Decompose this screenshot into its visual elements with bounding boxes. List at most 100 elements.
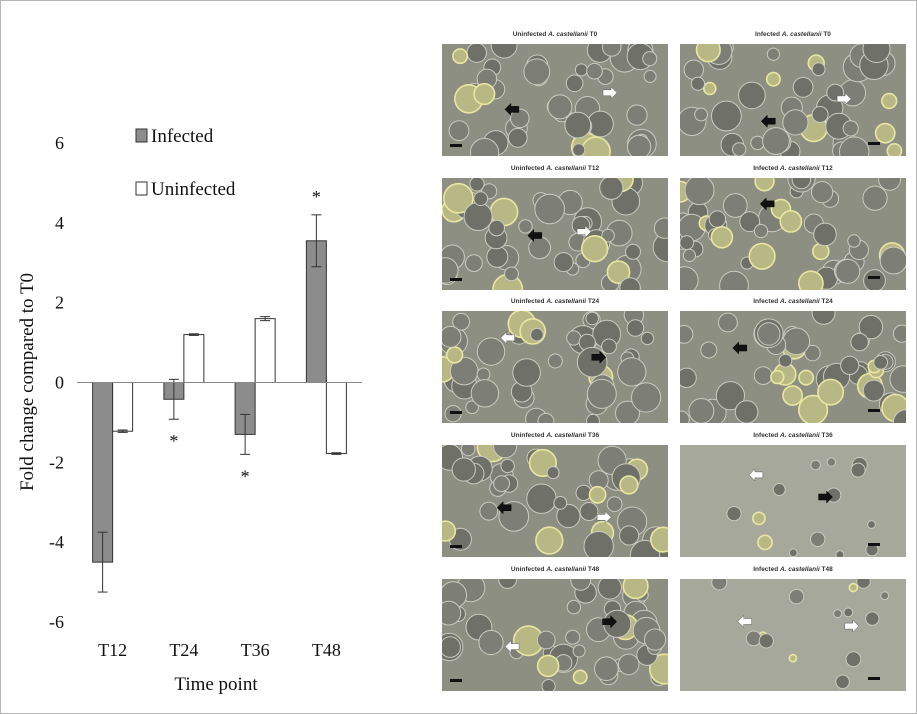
scale-bar — [868, 677, 880, 680]
micrograph-title-time: T12 — [819, 165, 833, 172]
micrograph-title-time: T48 — [819, 566, 833, 573]
micrograph-title-time: T24 — [819, 298, 833, 305]
micrograph-panel: Infected A. castellanii T24 — [678, 295, 908, 427]
micrograph-image-render — [442, 579, 668, 691]
micrograph-title-species: A. castellanii — [779, 165, 820, 172]
scale-bar — [450, 144, 462, 147]
micrograph-panel: Uninfected A. castellanii T48 — [440, 563, 670, 695]
bar-uninfected-T24 — [183, 334, 205, 384]
white-arrow-icon — [596, 510, 612, 524]
micrograph-title-prefix: Uninfected — [510, 566, 547, 573]
micrograph-panel: Uninfected A. castellanii T12 — [440, 162, 670, 294]
micrograph-title-prefix: Uninfected — [510, 165, 547, 172]
micrograph-title: Uninfected A. castellanii T36 — [440, 429, 670, 443]
y-tick-label: -2 — [49, 452, 64, 472]
micrograph-image — [442, 178, 668, 290]
micrograph-image — [680, 445, 906, 557]
micrograph-title-prefix: Infected — [755, 31, 782, 38]
black-arrow-icon — [591, 350, 607, 364]
x-tick-label: T36 — [241, 640, 270, 660]
black-arrow-icon — [759, 197, 775, 211]
y-tick-label: 0 — [55, 373, 64, 393]
micrograph-image — [680, 44, 906, 156]
micrograph-image-render — [442, 178, 668, 290]
y-tick-label: -6 — [49, 612, 64, 632]
scale-bar — [868, 142, 880, 145]
micrograph-title: Infected A. castellanii T0 — [678, 28, 908, 42]
black-arrow-icon — [732, 341, 748, 355]
micrograph-title-time: T48 — [586, 566, 600, 573]
bar-uninfected-T48 — [325, 382, 347, 455]
x-axis-title: Time point — [174, 674, 258, 695]
white-arrow-icon — [844, 619, 860, 633]
micrograph-title-species: A. castellanii — [546, 298, 587, 305]
micrograph-title: Uninfected A. castellanii T24 — [440, 295, 670, 309]
micrograph-panel: Infected A. castellanii T36 — [678, 429, 908, 561]
legend-label-infected: Infected — [151, 126, 214, 147]
micrograph-title: Uninfected A. castellanii T0 — [440, 28, 670, 42]
scale-bar — [450, 679, 462, 682]
white-arrow-icon — [602, 86, 618, 100]
scale-bar — [868, 276, 880, 279]
y-axis-ticks: -6 -4 -2 0 2 4 6 — [49, 133, 64, 632]
micrograph-title-species: A. castellanii — [779, 432, 820, 439]
black-arrow-icon — [527, 228, 543, 243]
micrograph-image — [680, 178, 906, 290]
legend: Infected Uninfected — [135, 126, 236, 200]
white-arrow-icon — [737, 614, 752, 629]
micrograph-panel: Uninfected A. castellanii T36 — [440, 429, 670, 561]
micrograph-title: Infected A. castellanii T12 — [678, 162, 908, 176]
micrograph-title: Uninfected A. castellanii T12 — [440, 162, 670, 176]
black-arrow-icon — [818, 490, 833, 504]
micrograph-title-species: A. castellanii — [546, 566, 587, 573]
bar-chart: -6 -4 -2 0 2 4 6 * * * T12 T24 T36 T48 Infected Unin… — [17, 126, 362, 695]
legend-label-uninfected: Uninfected — [151, 179, 236, 200]
micrograph-image-render — [442, 44, 668, 156]
scale-bar — [450, 278, 462, 281]
micrograph-title-time: T0 — [821, 31, 831, 38]
micrograph-panel: Uninfected A. castellanii T0 — [440, 28, 670, 160]
micrograph-image — [680, 579, 906, 691]
micrograph-image-render — [442, 445, 668, 557]
micrograph-grid: Uninfected A. castellanii T0 Infected A. … — [440, 28, 912, 698]
x-tick-label: T48 — [312, 640, 341, 660]
bar-uninfected-T12 — [112, 382, 134, 432]
micrograph-image — [680, 311, 906, 423]
black-arrow-icon — [496, 501, 512, 515]
bars: * * * — [92, 187, 347, 593]
micrograph-image-render — [680, 178, 906, 290]
micrograph-title-species: A. castellanii — [546, 432, 587, 439]
micrograph-image-render — [680, 311, 906, 423]
y-tick-label: -4 — [49, 532, 64, 552]
micrograph-title-species: A. castellanii — [781, 31, 822, 38]
micrograph-image — [442, 579, 668, 691]
micrograph-panel: Infected A. castellanii T48 — [678, 563, 908, 695]
micrograph-image — [442, 445, 668, 557]
y-tick-label: 2 — [55, 293, 64, 313]
black-arrow-icon — [504, 102, 520, 117]
micrograph-title-time: T0 — [587, 31, 598, 38]
micrograph-title-prefix: Infected — [753, 298, 780, 305]
micrograph-title-species: A. castellanii — [546, 165, 587, 172]
micrograph-image-render — [680, 445, 906, 557]
micrograph-image — [442, 44, 668, 156]
x-axis-ticks: T12 T24 T36 T48 — [98, 640, 341, 660]
micrograph-title: Uninfected A. castellanii T48 — [440, 563, 670, 577]
micrograph-title-species: A. castellanii — [779, 566, 820, 573]
x-tick-label: T24 — [169, 640, 198, 660]
micrograph-title-prefix: Infected — [753, 432, 780, 439]
micrograph-image — [442, 311, 668, 423]
legend-swatch-uninfected — [135, 181, 148, 196]
micrograph-title-species: A. castellanii — [779, 298, 820, 305]
micrograph-image-render — [442, 311, 668, 423]
micrograph-image-render — [680, 579, 906, 691]
micrograph-title-prefix: Uninfected — [512, 31, 549, 38]
y-axis-title: Fold change compared to T0 — [17, 273, 38, 491]
micrograph-title-species: A. castellanii — [548, 31, 588, 38]
micrograph-title-prefix: Infected — [753, 165, 780, 172]
micrograph-panel: Infected A. castellanii T0 — [678, 28, 908, 160]
micrograph-title: Infected A. castellanii T36 — [678, 429, 908, 443]
micrograph-title-time: T36 — [586, 432, 600, 439]
black-arrow-icon — [760, 114, 776, 128]
white-arrow-icon — [500, 331, 515, 345]
